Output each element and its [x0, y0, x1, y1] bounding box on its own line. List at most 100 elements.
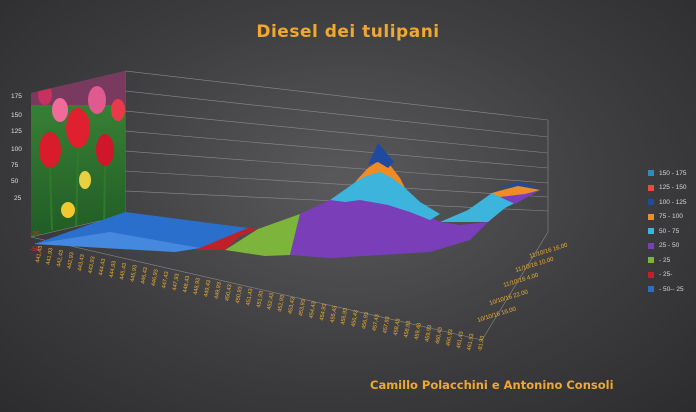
x-tick-label: 459,93 [424, 325, 433, 343]
x-tick-label: 455,93 [340, 307, 349, 325]
legend-item: - 50-- 25 [648, 282, 686, 297]
x-tick-label: 456,43 [351, 310, 360, 328]
x-tick-label: 454,43 [309, 301, 318, 319]
x-tick-label: 442,93 [67, 252, 76, 270]
x-tick-label: 450,43 [225, 284, 234, 302]
x-tick-label: 449,93 [214, 282, 223, 300]
x-tick-label: 454,93 [319, 303, 328, 321]
z-tick-label: -50 [30, 246, 40, 253]
surface-band-25 [290, 196, 488, 258]
legend-swatch [648, 228, 654, 235]
x-axis: 441,43 441,93 442,43 442,93 443,43 443,93 444,… [35, 245, 486, 352]
x-tick-label: 446,43 [140, 267, 149, 285]
x-tick-label: 447,43 [161, 271, 170, 289]
legend-label: 150 - 175 [659, 169, 687, 177]
x-tick-label: 461,93 [467, 333, 476, 351]
x-tick-label: 452,93 [277, 295, 286, 313]
legend-item: 125 - 150 [648, 181, 686, 196]
legend-label: - 50-- 25 [659, 285, 684, 293]
x-tick-label: 443,43 [77, 254, 86, 272]
legend-label: 75 - 100 [659, 213, 683, 221]
x-tick-label: 455,43 [330, 305, 339, 323]
credits: Camillo Polacchini e Antonino Consoli [370, 378, 614, 392]
x-tick-label: 442,43 [56, 250, 65, 268]
x-tick-label: 441,93 [46, 247, 55, 265]
x-tick-label: 451,93 [256, 290, 265, 308]
legend-item: 25 - 50 [648, 239, 686, 254]
depth-tick-label: 11/10/16 4.00 [503, 272, 540, 289]
legend-item: - 25- [648, 268, 686, 283]
depth-tick-label: 11/10/16 10.00 [515, 256, 555, 274]
z-tick-label: 175 [11, 93, 22, 100]
surface-band-75 [355, 160, 405, 188]
legend-swatch [648, 213, 654, 220]
x-tick-label: 457,93 [382, 316, 391, 334]
legend-swatch [648, 257, 654, 264]
x-tick-label: 451,43 [246, 288, 255, 306]
x-tick-label: 441,43 [35, 245, 44, 263]
x-tick-label: 448,93 [193, 277, 202, 295]
depth-tick-label: 10/10/16 22.00 [489, 289, 530, 307]
x-tick-label: 446,93 [151, 269, 160, 287]
surface-band-floor [34, 232, 200, 252]
legend-item: 50 - 75 [648, 224, 686, 239]
z-axis: 175 150 125 100 75 50 25 -25 -50 [11, 93, 40, 253]
surface-band-neg25 [195, 228, 258, 250]
surface-band-0 [225, 214, 300, 256]
z-tick-label: 100 [11, 146, 22, 153]
legend-label: 25 - 50 [659, 242, 680, 250]
legend-swatch [648, 271, 654, 278]
x-tick-label: -81,93 [477, 335, 486, 352]
legend-label: - 25- [659, 271, 673, 279]
x-tick-label: 461,43 [456, 331, 465, 349]
z-tick-label: -25 [30, 231, 40, 238]
legend-label: - 25 [659, 256, 671, 264]
legend-swatch [648, 170, 654, 177]
z-tick-label: 75 [11, 162, 19, 169]
x-tick-label: 460,43 [435, 327, 444, 345]
x-tick-label: 458,93 [403, 320, 412, 338]
z-tick-label: 50 [11, 178, 19, 185]
surface-band-wing-top [492, 186, 540, 197]
legend-swatch [648, 199, 654, 206]
legend-label: 100 - 125 [659, 198, 687, 206]
legend-item: 75 - 100 [648, 210, 686, 225]
surface [34, 143, 540, 258]
z-tick-label: 150 [11, 112, 22, 119]
legend-item: 100 - 125 [648, 195, 686, 210]
chart-title: Diesel dei tulipani [256, 22, 440, 42]
x-tick-label: 445,93 [130, 265, 139, 283]
x-tick-label: 457,43 [372, 314, 381, 332]
x-tick-label: 452,43 [267, 292, 276, 310]
x-tick-label: 450,93 [235, 286, 244, 304]
surface-band-100 [368, 143, 394, 168]
legend-label: 50 - 75 [659, 227, 680, 235]
legend-swatch [648, 286, 654, 293]
z-tick-label: 125 [11, 128, 22, 135]
x-tick-label: 444,43 [98, 258, 107, 276]
x-tick-label: 445,43 [119, 262, 128, 280]
z-tick-label: 25 [14, 195, 22, 202]
x-tick-label: 447,93 [172, 273, 181, 291]
x-tick-label: 456,93 [361, 312, 370, 330]
x-tick-label: 460,93 [446, 329, 455, 347]
x-tick-label: 443,93 [88, 256, 97, 274]
legend-label: 125 - 150 [659, 184, 687, 192]
x-tick-label: 448,43 [182, 275, 191, 293]
legend-swatch [648, 184, 654, 191]
legend-item: 150 - 175 [648, 166, 686, 181]
legend-item: - 25 [648, 253, 686, 268]
depth-tick-label: 10/10/16 16.00 [477, 306, 518, 324]
legend-swatch [648, 242, 654, 249]
x-tick-label: 459,43 [414, 322, 423, 340]
legend: 150 - 175 125 - 150 100 - 125 75 - 100 50 - … [648, 166, 686, 297]
x-tick-label: 444,93 [109, 260, 118, 278]
x-tick-label: 453,43 [288, 297, 297, 315]
surface-band-wing-dark [495, 182, 540, 188]
surface-band-wing-tip [500, 190, 540, 204]
x-tick-label: 458,43 [393, 318, 402, 336]
surface-band-50 [330, 170, 440, 220]
